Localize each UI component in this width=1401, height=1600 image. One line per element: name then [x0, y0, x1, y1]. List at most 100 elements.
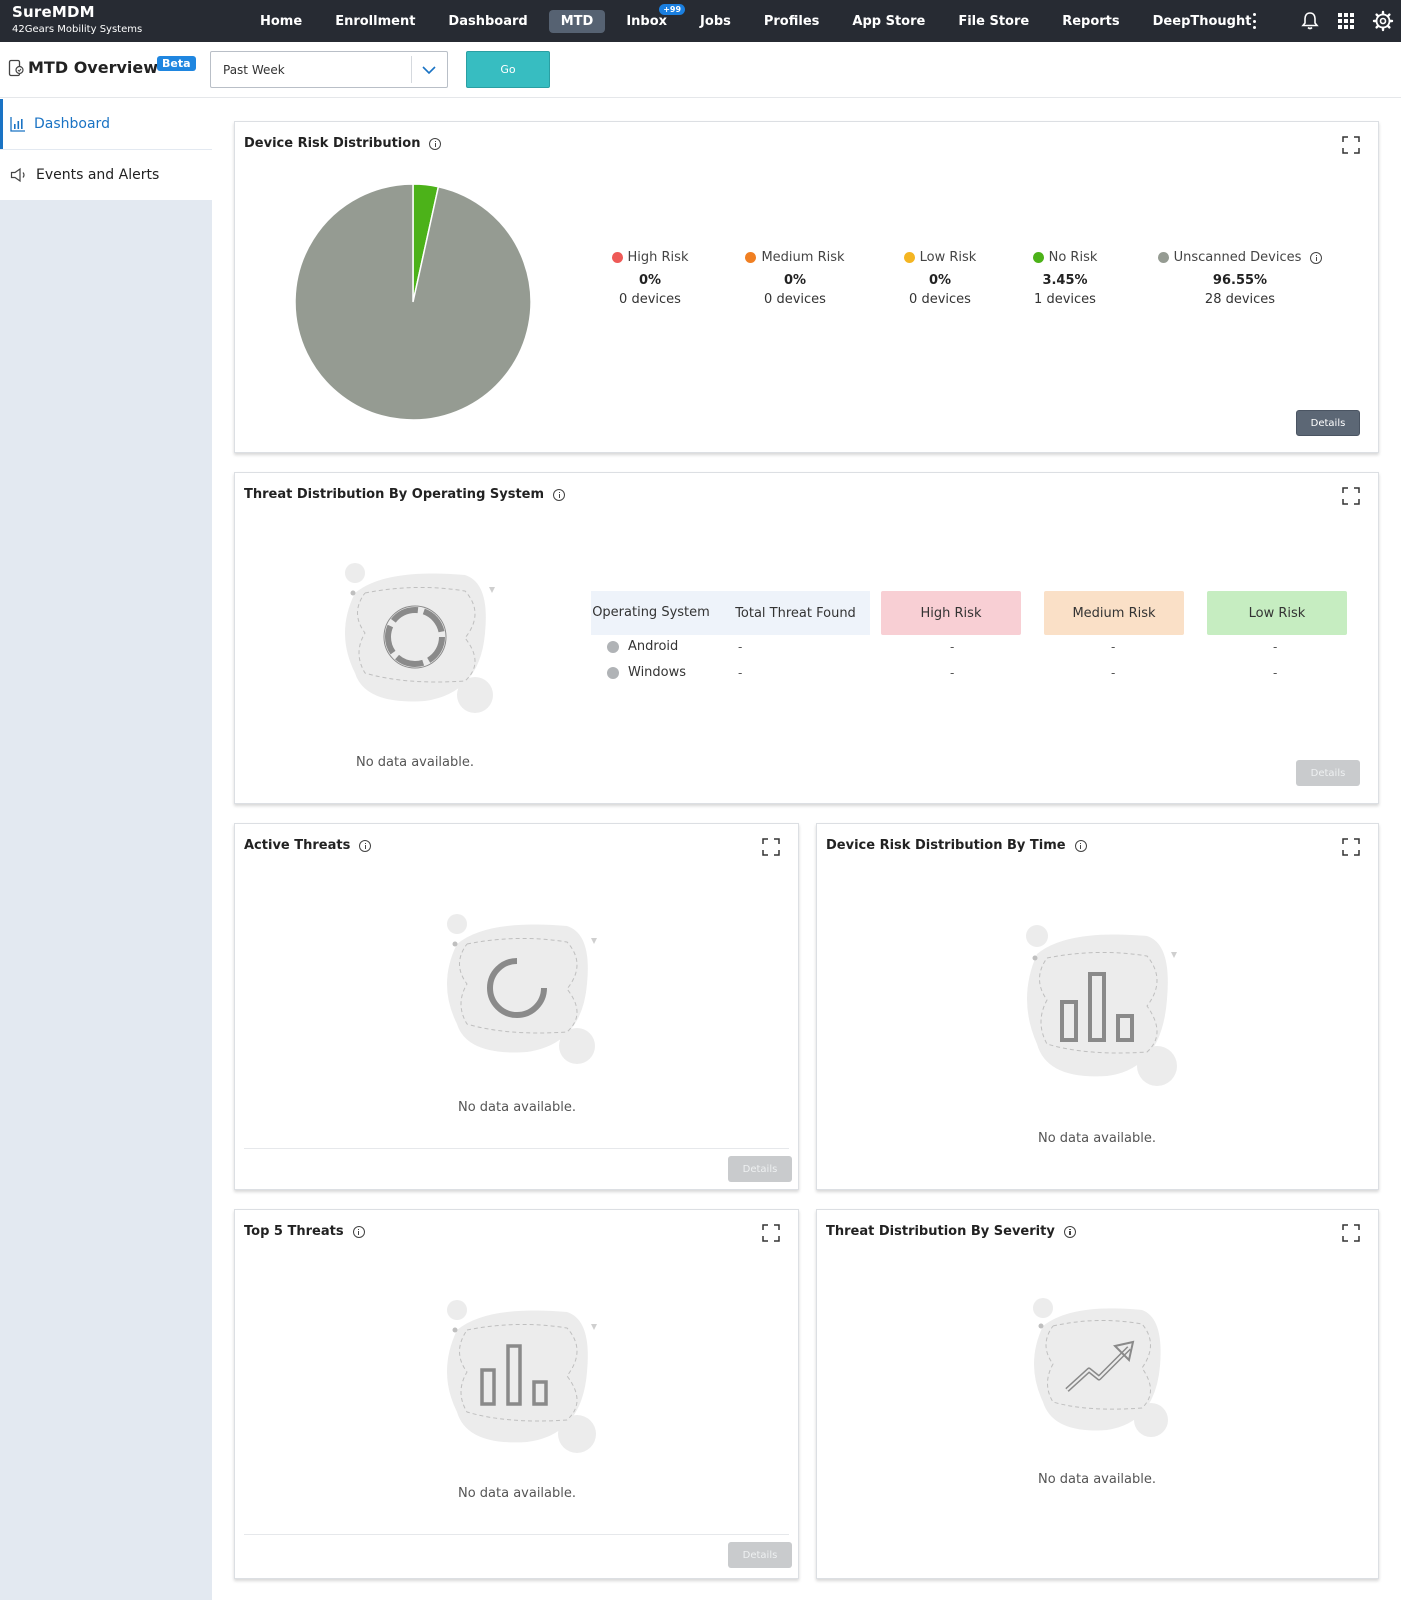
card-title: Active Threats: [244, 838, 372, 853]
app-subtitle: 42Gears Mobility Systems: [12, 24, 143, 35]
nav-deepthought[interactable]: DeepThought: [1152, 13, 1252, 29]
android-total: -: [738, 640, 743, 654]
high-risk-dot: [611, 252, 623, 263]
risk-distribution-by-time-card: Device Risk Distribution By Time No data…: [816, 823, 1379, 1190]
page-title: MTD Overview: [28, 58, 159, 77]
info-icon[interactable]: [1074, 839, 1087, 852]
column-header-operating-system: Operating System: [592, 605, 710, 620]
main-nav: Home Enrollment Dashboard MTD Inbox +99 …: [248, 0, 1272, 42]
unscanned-dot: [1157, 252, 1169, 263]
details-button[interactable]: Details: [728, 1542, 792, 1568]
info-icon[interactable]: [553, 488, 566, 501]
android-high: -: [950, 640, 955, 654]
gear-icon[interactable]: [1372, 10, 1394, 32]
details-button[interactable]: Details: [728, 1156, 792, 1182]
legend-percent: 96.55%: [1212, 273, 1268, 288]
os-dot: [607, 640, 619, 653]
expand-icon[interactable]: [1342, 487, 1360, 505]
info-icon[interactable]: [1063, 1225, 1076, 1238]
expand-icon[interactable]: [1342, 838, 1360, 856]
nav-home[interactable]: Home: [260, 13, 303, 29]
apps-grid-icon[interactable]: [1335, 10, 1357, 32]
no-data-message: No data available.: [1037, 1131, 1157, 1146]
card-title: Threat Distribution By Severity: [826, 1224, 1076, 1239]
period-dropdown[interactable]: Past Week: [210, 51, 448, 88]
nav-app-store[interactable]: App Store: [852, 13, 926, 29]
nav-mtd[interactable]: MTD: [548, 9, 606, 33]
nav-profiles[interactable]: Profiles: [763, 13, 820, 29]
nav-inbox[interactable]: Inbox +99: [614, 3, 686, 33]
no-data-message: No data available.: [457, 1100, 577, 1115]
legend-unscanned: Unscanned Devices 96.55% 28 devices: [1140, 250, 1340, 307]
empty-bar-chart-illustration: [447, 1300, 597, 1453]
legend-high-risk: High Risk 0% 0 devices: [590, 250, 710, 307]
expand-icon[interactable]: [1342, 1224, 1360, 1242]
legend-no-risk: No Risk 3.45% 1 devices: [1010, 250, 1120, 307]
nav-enrollment[interactable]: Enrollment: [335, 13, 416, 29]
beta-badge: Beta: [157, 56, 196, 71]
card-title-text: Threat Distribution By Operating System: [244, 487, 545, 502]
main-content: Device Risk Distribution High Risk 0% 0 …: [212, 99, 1401, 1600]
card-title-text: Top 5 Threats: [244, 1224, 344, 1239]
card-title: Threat Distribution By Operating System: [244, 487, 566, 502]
medium-risk-dot: [745, 252, 757, 263]
sidebar-item-events-alerts[interactable]: Events and Alerts: [0, 150, 212, 200]
sidebar-item-dashboard[interactable]: Dashboard: [0, 99, 212, 149]
nav-dashboard[interactable]: Dashboard: [448, 13, 528, 29]
inbox-count-badge: +99: [659, 3, 686, 15]
megaphone-icon: [10, 167, 25, 183]
risk-pie-chart: [294, 183, 532, 421]
details-button[interactable]: Details: [1296, 760, 1360, 786]
info-icon[interactable]: [1310, 251, 1323, 264]
top-5-threats-card: Top 5 Threats No data available. Details: [234, 1209, 799, 1579]
legend-percent: 0%: [928, 273, 952, 288]
legend-device-count: 28 devices: [1204, 292, 1276, 307]
card-title: Top 5 Threats: [244, 1224, 365, 1239]
card-title: Device Risk Distribution: [244, 136, 442, 151]
empty-trend-illustration: [1033, 1298, 1168, 1437]
legend-device-count: 0 devices: [619, 292, 681, 307]
legend-percent: 0%: [783, 273, 807, 288]
card-title-text: Device Risk Distribution By Time: [826, 838, 1066, 853]
column-header-low-risk: Low Risk: [1207, 591, 1347, 635]
nav-file-store[interactable]: File Store: [958, 13, 1030, 29]
bell-icon[interactable]: [1299, 10, 1321, 32]
no-data-message: No data available.: [355, 755, 475, 770]
active-threats-card: Active Threats No data available. Detail…: [234, 823, 799, 1190]
info-icon[interactable]: [429, 137, 442, 150]
expand-icon[interactable]: [762, 838, 780, 856]
legend-device-count: 0 devices: [764, 292, 826, 307]
nav-jobs[interactable]: Jobs: [700, 13, 731, 29]
legend-label: Low Risk: [919, 250, 977, 265]
windows-high: -: [950, 666, 955, 680]
windows-low: -: [1273, 666, 1278, 680]
bar-chart-icon: [10, 117, 25, 132]
brand[interactable]: SureMDM 42Gears Mobility Systems: [12, 3, 142, 35]
threat-distribution-severity-card: Threat Distribution By Severity No data …: [816, 1209, 1379, 1579]
column-header-total-threats: Total Threat Found: [735, 605, 856, 621]
card-title: Device Risk Distribution By Time: [826, 838, 1087, 853]
no-risk-dot: [1032, 252, 1044, 263]
shield-device-icon: [8, 59, 24, 76]
info-icon[interactable]: [352, 1225, 365, 1238]
divider: [244, 1148, 789, 1149]
android-medium: -: [1111, 640, 1116, 654]
android-low: -: [1273, 640, 1278, 654]
expand-icon[interactable]: [1342, 136, 1360, 154]
chevron-down-icon[interactable]: [421, 62, 437, 78]
table-header-os-total: [591, 591, 870, 635]
app-title: SureMDM: [12, 3, 95, 21]
column-header-high-risk: High Risk: [881, 591, 1021, 635]
empty-donut-illustration: [447, 914, 597, 1064]
nav-reports[interactable]: Reports: [1062, 13, 1120, 29]
expand-icon[interactable]: [762, 1224, 780, 1242]
details-button[interactable]: Details: [1296, 410, 1360, 436]
table-row-windows: Windows: [607, 665, 686, 680]
info-icon[interactable]: [359, 839, 372, 852]
legend-low-risk: Low Risk 0% 0 devices: [885, 250, 995, 307]
more-vertical-icon[interactable]: [1248, 11, 1260, 31]
pie-slice-unscanned-devices[interactable]: [294, 183, 532, 421]
go-button[interactable]: Go: [466, 51, 550, 88]
card-title-text: Active Threats: [244, 838, 351, 853]
legend-label: High Risk: [627, 250, 689, 265]
